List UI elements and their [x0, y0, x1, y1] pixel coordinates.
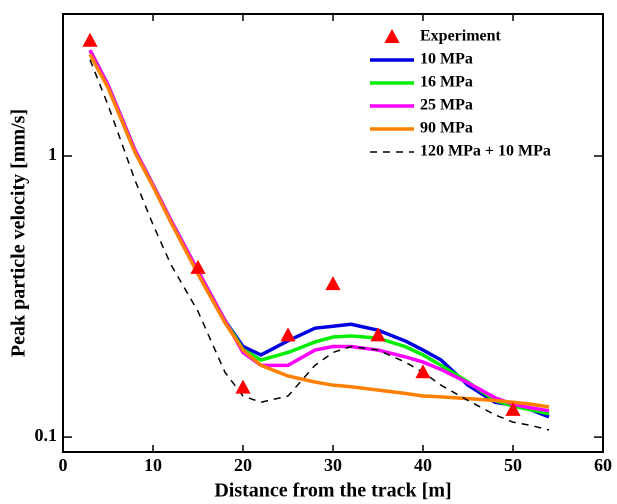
x-axis-title: Distance from the track [m]: [214, 480, 451, 502]
x-tick-label: 40: [414, 455, 432, 475]
x-tick-label: 20: [234, 455, 252, 475]
legend-label: 10 MPa: [420, 51, 473, 68]
data-point: [370, 327, 386, 342]
legend-label: Experiment: [420, 28, 502, 45]
legend-label: 16 MPa: [420, 74, 473, 91]
legend-label: 25 MPa: [420, 97, 473, 114]
x-tick-label: 60: [594, 455, 612, 475]
x-tick-label: 30: [324, 455, 342, 475]
y-axis-title: Peak particle velocity [mm/s]: [8, 109, 30, 357]
x-tick-label: 10: [144, 455, 162, 475]
y-tick-label: 0.1: [35, 425, 58, 445]
legend-label: 120 MPa + 10 MPa: [420, 143, 551, 160]
legend-marker: [384, 29, 400, 43]
series-line: [88, 49, 550, 413]
legend-label: 90 MPa: [420, 120, 473, 137]
x-tick-label: 50: [504, 455, 522, 475]
data-point: [415, 364, 431, 379]
series-line: [89, 59, 550, 431]
data-point: [82, 32, 98, 47]
y-tick-label: 1: [48, 144, 57, 164]
series-line: [88, 49, 550, 416]
series-line: [88, 53, 550, 409]
series-line: [88, 49, 550, 419]
x-tick-label: 0: [59, 455, 68, 475]
data-point: [505, 401, 521, 416]
data-point: [325, 276, 341, 291]
data-point: [280, 327, 296, 342]
data-point: [235, 379, 251, 394]
data-point: [190, 259, 206, 274]
